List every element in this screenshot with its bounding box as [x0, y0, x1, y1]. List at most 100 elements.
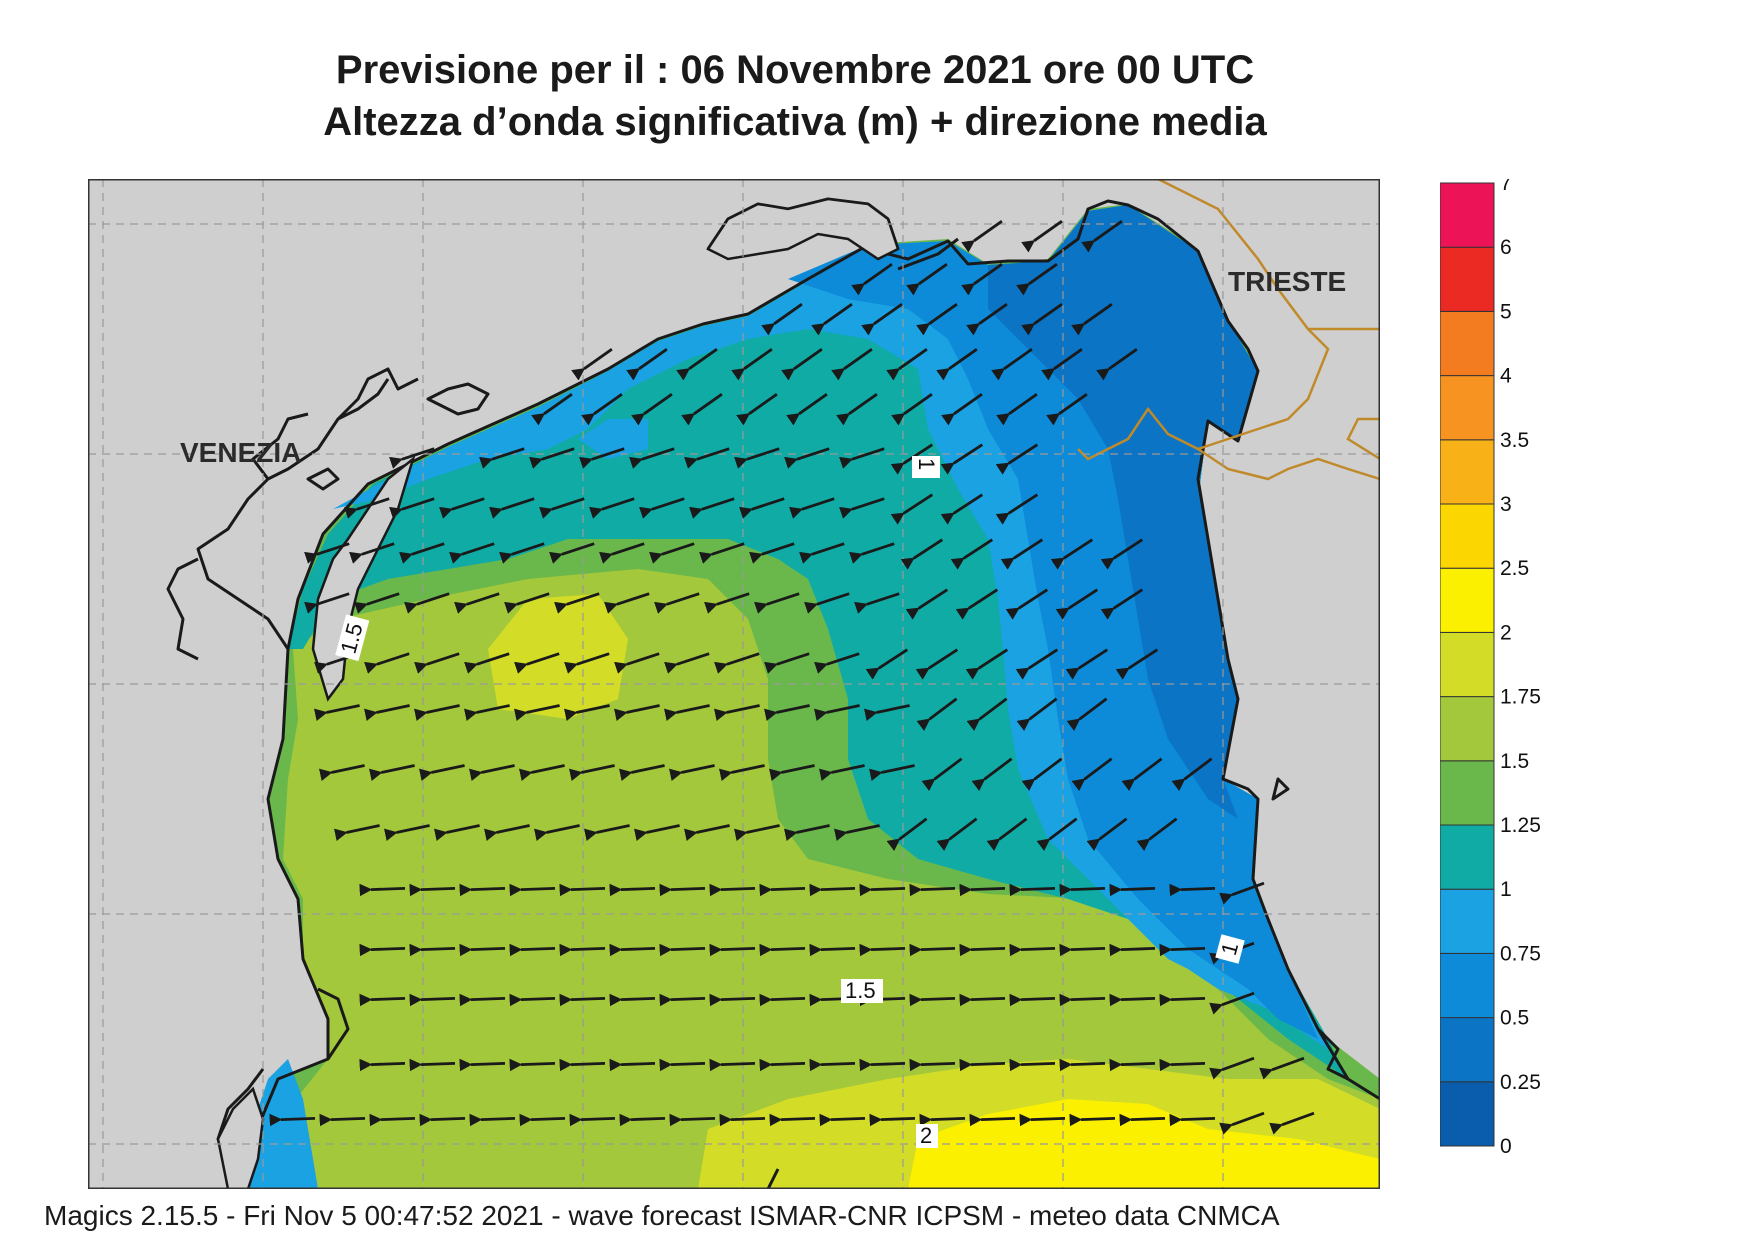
wave-arrow	[1050, 538, 1094, 570]
wave-arrow	[659, 943, 706, 957]
wave-arrow	[811, 303, 853, 336]
legend-swatch	[1440, 246, 1495, 312]
wave-arrow	[759, 883, 806, 897]
wave-arrow	[859, 883, 906, 897]
wave-arrow	[759, 1058, 806, 1072]
wave-arrow	[789, 497, 835, 519]
wave-arrow	[414, 704, 460, 722]
wave-arrow	[1119, 1113, 1166, 1127]
wave-arrow	[676, 348, 718, 381]
wave-arrow	[1109, 943, 1156, 957]
wave-arrow	[1009, 1058, 1056, 1072]
wave-arrow	[534, 824, 580, 842]
legend-level-label: 4	[1500, 365, 1512, 388]
wave-arrow	[891, 393, 933, 426]
wave-arrow	[509, 1058, 556, 1072]
wave-arrow	[781, 348, 823, 381]
wave-arrow	[349, 542, 395, 564]
wave-arrow	[731, 348, 773, 381]
wave-arrow	[359, 943, 406, 957]
city-label-venezia: VENEZIA	[180, 437, 301, 468]
wave-arrow	[714, 652, 760, 674]
wave-arrow	[369, 1113, 416, 1127]
title-line-1: Previsione per il : 06 Novembre 2021 ore…	[335, 48, 1255, 92]
wave-arrow	[1019, 1113, 1066, 1127]
wave-arrow	[419, 1113, 466, 1127]
wave-arrow	[959, 883, 1006, 897]
wave-arrow	[634, 824, 680, 842]
wave-arrow	[764, 652, 810, 674]
wave-arrow	[819, 764, 865, 782]
wave-arrow	[609, 993, 656, 1007]
wave-arrow	[1269, 1111, 1315, 1135]
wave-arrow	[599, 542, 645, 564]
wave-arrow	[709, 883, 756, 897]
wave-arrow	[1065, 648, 1109, 680]
wave-arrow	[1036, 817, 1078, 852]
wave-arrow	[1219, 1111, 1265, 1135]
legend-level-label: 2.5	[1500, 557, 1529, 580]
legend-swatch	[1440, 310, 1495, 377]
wave-arrow	[409, 993, 456, 1007]
wave-arrow	[409, 883, 456, 897]
wave-arrow	[459, 883, 506, 897]
wave-arrow	[319, 764, 365, 782]
wave-arrow	[559, 883, 606, 897]
wave-arrow	[1071, 757, 1113, 792]
wave-arrow	[754, 592, 800, 614]
wave-arrow	[649, 542, 695, 564]
wave-arrow	[419, 764, 465, 782]
wave-arrow	[459, 993, 506, 1007]
wave-arrow	[966, 303, 1008, 336]
wave-arrow	[1219, 881, 1265, 905]
wave-arrow	[961, 220, 1003, 253]
legend-level-label: 0.25	[1500, 1071, 1541, 1094]
wave-arrow	[364, 652, 410, 674]
wave-arrow	[940, 443, 984, 475]
wave-arrow	[839, 447, 885, 469]
legend-swatch	[1440, 375, 1495, 441]
wave-arrow	[584, 824, 630, 842]
wave-arrow	[1171, 757, 1213, 792]
wave-arrow	[559, 1058, 606, 1072]
wave-arrow	[886, 817, 928, 852]
legend-level-label: 3	[1500, 493, 1512, 516]
wave-arrow	[559, 943, 606, 957]
wave-arrow	[1159, 943, 1206, 957]
contour-label: 2	[916, 1123, 938, 1148]
wave-arrow	[1209, 1056, 1255, 1080]
wave-arrow	[1071, 303, 1113, 336]
wave-arrow	[269, 1113, 316, 1127]
wave-arrow	[334, 824, 380, 842]
legend-swatch	[1440, 182, 1495, 248]
wave-arrow	[619, 1113, 666, 1127]
legend-swatch	[1440, 824, 1495, 890]
wave-arrow	[384, 824, 430, 842]
wave-arrow	[909, 993, 956, 1007]
wave-arrow	[966, 697, 1008, 732]
legend-level-label: 1.5	[1500, 750, 1529, 773]
legend-level-label: 7	[1500, 179, 1512, 195]
wave-arrow	[916, 303, 958, 336]
wave-arrow	[1209, 991, 1255, 1015]
wave-arrow	[804, 592, 850, 614]
wave-arrow	[681, 393, 723, 426]
wave-arrow	[1159, 993, 1206, 1007]
wave-arrow	[579, 447, 625, 469]
wave-arrow	[454, 592, 500, 614]
wave-arrow	[734, 447, 780, 469]
legend-level-label: 3.5	[1500, 429, 1529, 452]
wave-arrow	[905, 588, 949, 620]
wave-arrow	[699, 542, 745, 564]
wave-arrow	[581, 393, 623, 426]
legend-level-label: 6	[1500, 236, 1512, 259]
wave-arrow	[404, 592, 450, 614]
wave-arrow	[1041, 348, 1083, 381]
wave-arrow	[531, 393, 573, 426]
wave-arrow	[459, 943, 506, 957]
wave-arrow	[464, 652, 510, 674]
wave-arrow	[439, 497, 485, 519]
wave-arrow	[734, 824, 780, 842]
legend-swatch	[1440, 888, 1495, 954]
wave-arrow	[836, 393, 878, 426]
